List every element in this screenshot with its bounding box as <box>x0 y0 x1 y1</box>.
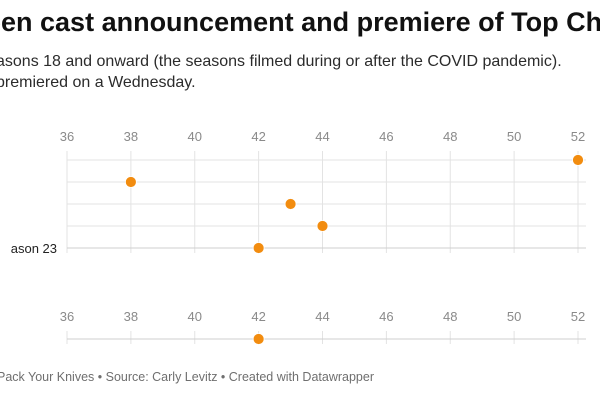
x-tick-label: 48 <box>443 129 457 144</box>
x-tick-label: 40 <box>188 309 202 324</box>
x-tick-label: 36 <box>60 309 74 324</box>
data-point[interactable] <box>572 154 584 166</box>
data-point[interactable] <box>252 242 265 254</box>
data-point[interactable] <box>316 220 329 232</box>
x-tick-label: 44 <box>315 309 329 324</box>
x-tick-label: 38 <box>124 129 138 144</box>
x-tick-label: 38 <box>124 309 138 324</box>
chart-note-line-1: asons 18 and onward (the seasons filmed … <box>0 53 562 70</box>
x-tick-label: 42 <box>251 129 265 144</box>
data-point[interactable] <box>252 333 265 345</box>
row-label: ason 23 <box>11 241 57 256</box>
x-tick-label: 46 <box>379 309 393 324</box>
x-tick-label: 42 <box>251 309 265 324</box>
x-tick-label: 46 <box>379 129 393 144</box>
x-tick-label: 52 <box>571 129 585 144</box>
chart-note-line-2: premiered on a Wednesday. <box>0 74 196 91</box>
x-tick-label: 36 <box>60 129 74 144</box>
x-tick-label: 44 <box>315 129 329 144</box>
x-tick-label: 50 <box>507 129 521 144</box>
x-tick-label: 40 <box>188 129 202 144</box>
chart-panel-lower: 36 38 40 42 44 46 48 50 52 <box>60 309 586 345</box>
chart-panel-upper: 36 38 40 42 44 46 48 50 52 ason 23 <box>11 129 586 256</box>
x-tick-label: 48 <box>443 309 457 324</box>
x-tick-label: 50 <box>507 309 521 324</box>
x-tick-label: 52 <box>571 309 585 324</box>
chart-footer-credit: Pack Your Knives • Source: Carly Levitz … <box>0 370 374 384</box>
chart-title: een cast announcement and premiere of To… <box>0 7 600 37</box>
data-point[interactable] <box>284 198 297 210</box>
data-point[interactable] <box>124 176 137 188</box>
